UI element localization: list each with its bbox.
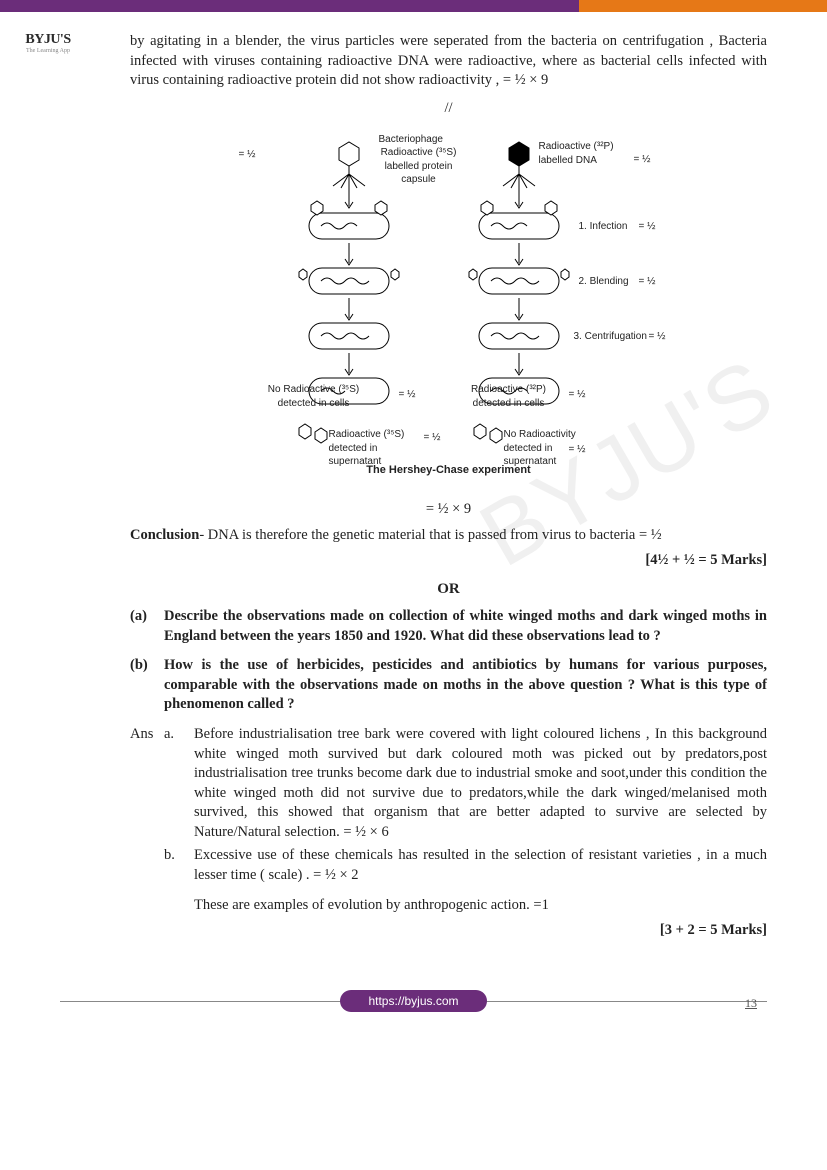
qa-text: Describe the observations made on collec… bbox=[164, 607, 767, 646]
qb-label: (b) bbox=[130, 656, 164, 715]
p32-label: Radioactive (³²P) labelled DNA bbox=[539, 140, 629, 167]
ans-b-text: Excessive use of these chemicals has res… bbox=[194, 846, 767, 885]
question-a: (a) Describe the observations made on co… bbox=[130, 607, 767, 646]
qa-label: (a) bbox=[130, 607, 164, 646]
s35-label: Radioactive (³⁵S) labelled protein capsu… bbox=[369, 146, 469, 187]
marks-2: [3 + 2 = 5 Marks] bbox=[130, 921, 767, 941]
ans-c-text: These are examples of evolution by anthr… bbox=[194, 896, 767, 916]
main-content: by agitating in a blender, the virus par… bbox=[130, 32, 767, 941]
or-label: OR bbox=[130, 579, 767, 599]
slash-symbol: // bbox=[130, 99, 767, 119]
page-number: 13 bbox=[745, 996, 757, 1011]
marks-1: [4½ + ½ = 5 Marks] bbox=[130, 551, 767, 571]
question-b: (b) How is the use of herbicides, pestic… bbox=[130, 656, 767, 715]
half-label-3: = ½ bbox=[639, 220, 656, 234]
step3-label: 3. Centrifugation bbox=[574, 330, 647, 344]
logo-tagline: The Learning App bbox=[18, 48, 78, 54]
half-label-6: = ½ bbox=[399, 388, 416, 402]
intro-paragraph: by agitating in a blender, the virus par… bbox=[130, 32, 767, 91]
ans-b-label: b. bbox=[164, 846, 194, 885]
ans-a-label: a. bbox=[164, 725, 194, 842]
half-label-2: = ½ bbox=[634, 153, 651, 167]
bacteriophage-label: Bacteriophage bbox=[379, 133, 444, 147]
hershey-chase-diagram: = ½ Bacteriophage Radioactive (³⁵S) labe… bbox=[219, 128, 679, 488]
step1-label: 1. Infection bbox=[579, 220, 628, 234]
conclusion-text: - DNA is therefore the genetic material … bbox=[199, 527, 661, 543]
page-container: BYJU'S BYJU'S The Learning App by agitat… bbox=[0, 32, 827, 1054]
top-accent-bar bbox=[0, 0, 827, 12]
no-radio-cells-label: No Radioactive (³⁵S) detected in cells bbox=[264, 383, 364, 410]
brand-logo: BYJU'S The Learning App bbox=[18, 32, 78, 54]
footer-url: https://byjus.com bbox=[340, 990, 486, 1012]
ans-label: Ans bbox=[130, 725, 164, 842]
half-label-1: = ½ bbox=[239, 148, 256, 162]
logo-text: BYJU'S bbox=[18, 32, 78, 48]
qb-text: How is the use of herbicides, pesticides… bbox=[164, 656, 767, 715]
answer-a: Ans a. Before industrialisation tree bar… bbox=[130, 725, 767, 842]
step2-label: 2. Blending bbox=[579, 275, 629, 289]
page-footer: https://byjus.com 13 bbox=[60, 1001, 767, 1024]
conclusion-line: Conclusion- DNA is therefore the genetic… bbox=[130, 526, 767, 546]
half-label-8: = ½ bbox=[424, 431, 441, 445]
diagram-title: The Hershey-Chase experiment bbox=[219, 463, 679, 478]
answer-c: These are examples of evolution by anthr… bbox=[130, 896, 767, 916]
half-label-4: = ½ bbox=[639, 275, 656, 289]
diagram-sum: = ½ × 9 bbox=[130, 500, 767, 520]
half-label-9: = ½ bbox=[569, 443, 586, 457]
ans-a-text: Before industrialisation tree bark were … bbox=[194, 725, 767, 842]
conclusion-label: Conclusion bbox=[130, 527, 199, 543]
radio-cells-label: Radioactive (³²P) detected in cells bbox=[464, 383, 554, 410]
answer-b: b. Excessive use of these chemicals has … bbox=[130, 846, 767, 885]
half-label-7: = ½ bbox=[569, 388, 586, 402]
half-label-5: = ½ bbox=[649, 330, 666, 344]
